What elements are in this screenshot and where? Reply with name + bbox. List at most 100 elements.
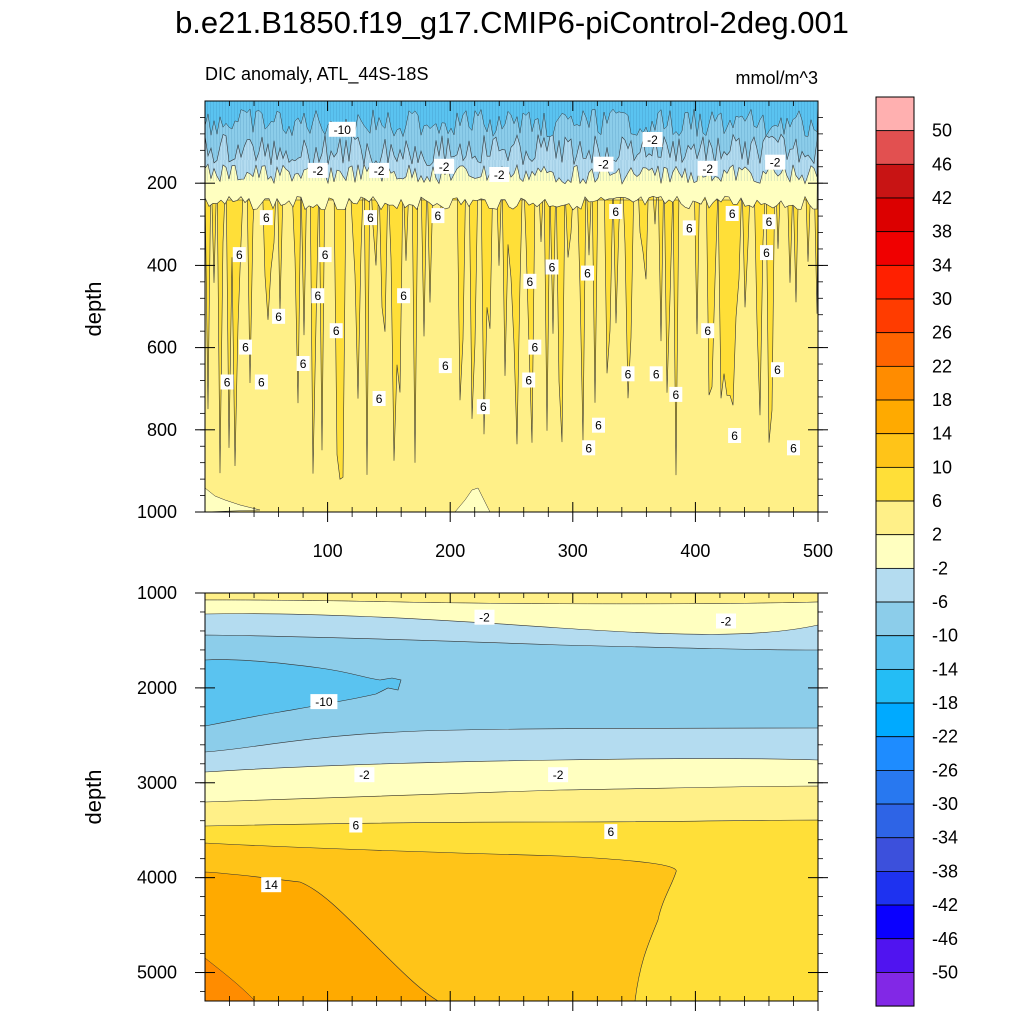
upper-contour-label-text: -2 — [598, 158, 609, 172]
upper-contour-label-bg — [523, 273, 537, 289]
upper-y-axis-label: depth — [81, 281, 106, 336]
colorbar-frame — [875, 96, 915, 1007]
lower-band-neg10-neg6 — [205, 634, 818, 753]
upper-contour-label: 6 — [232, 247, 246, 263]
upper-contour-label-text: -2 — [312, 164, 323, 178]
upper-contour-label: 6 — [762, 214, 776, 230]
upper-contour-label: 6 — [592, 417, 605, 433]
colorbar-swatch — [875, 668, 915, 704]
lower-contour-label: 6 — [349, 817, 363, 833]
upper-contour-label-text: 6 — [763, 246, 770, 260]
upper-contour-label-text: 6 — [731, 429, 738, 443]
upper-contour-label: -2 — [369, 162, 390, 178]
upper-contour-label: -2 — [307, 162, 328, 178]
upper-contour-label-text: 6 — [790, 441, 797, 455]
upper-contour-label-bg — [701, 323, 715, 339]
upper-contour-label-bg — [642, 132, 663, 147]
colorbar-swatch — [875, 197, 915, 233]
upper-contour-label: -2 — [593, 156, 614, 172]
lower-contour-label-bg — [474, 609, 495, 625]
colorbar-swatch — [875, 399, 915, 435]
colorbar-label: -14 — [932, 659, 958, 679]
upper-contour-label: 6 — [438, 358, 452, 374]
lower-contour-label-bg — [604, 824, 618, 840]
colorbar-swatch — [875, 96, 915, 132]
lower-contour-label-bg — [548, 767, 569, 783]
upper-contour-label: 6 — [725, 206, 739, 221]
colorbar-swatch — [875, 163, 915, 199]
upper-axes: 100 200 300 400 500 200 400 600 800 1000 — [137, 101, 833, 561]
colorbar-label: -26 — [932, 760, 958, 780]
upper-contour-label-text: 6 — [527, 275, 534, 289]
upper-contour-label-bg — [669, 386, 683, 402]
upper-contour-label: 6 — [669, 386, 683, 402]
y-tick-label: 2000 — [137, 678, 177, 698]
upper-contour-label-bg — [438, 358, 452, 374]
y-tick-label: 800 — [147, 420, 177, 440]
colorbar-label: 38 — [932, 222, 952, 242]
colorbar-swatch — [875, 500, 915, 536]
upper-contour-label-bg — [369, 162, 390, 178]
upper-contour-label-text: 6 — [435, 209, 442, 223]
upper-contour-label-text: 6 — [367, 211, 374, 225]
colorbar-label: -10 — [932, 626, 958, 646]
upper-contour-label-text: 6 — [686, 221, 693, 235]
upper-contour-label-text: 6 — [236, 248, 243, 262]
lower-contour-label: 6 — [604, 824, 618, 840]
colorbar-swatch — [875, 904, 915, 940]
upper-contour-label-bg — [682, 220, 696, 236]
colorbar-label: 6 — [932, 491, 942, 511]
colorbar-label: 14 — [932, 424, 952, 444]
lower-contour-label: 14 — [261, 877, 282, 893]
colorbar-swatch — [875, 130, 915, 165]
upper-contour-label: 6 — [259, 210, 273, 226]
upper-contour-label-bg — [593, 156, 614, 172]
upper-contour-label: 6 — [649, 366, 663, 382]
y-tick-label: 200 — [147, 173, 177, 193]
colorbar-swatch — [875, 702, 915, 738]
upper-contour-label-bg — [397, 288, 411, 304]
upper-contour-label-text: 6 — [480, 400, 487, 414]
upper-contour-label-bg — [621, 366, 635, 382]
upper-contour-label: 6 — [523, 273, 537, 289]
upper-contour-labels: -10 -2 -2 -2 -2 -2 -2 -2 -2 6 6 6 6 6 6 6 6 6 6 6 6 6 6 6 6 6 6 6 6 6… — [220, 121, 800, 456]
y-tick-label: 3000 — [137, 773, 177, 793]
colorbar-label: 18 — [932, 390, 952, 410]
upper-contour-label-text: -2 — [494, 168, 505, 182]
colorbar-swatch — [875, 601, 915, 637]
colorbar-swatch — [875, 938, 915, 973]
upper-band-6-10 — [205, 159, 818, 480]
upper-contour-label-text: 6 — [595, 419, 602, 433]
upper-contour-label-bg — [592, 417, 605, 433]
upper-contour-label: 6 — [621, 366, 635, 382]
colorbar-swatch — [875, 264, 915, 300]
upper-contour-label-text: 6 — [704, 324, 711, 338]
colorbar-label: 30 — [932, 289, 952, 309]
colorbar-label: -18 — [932, 693, 958, 713]
upper-contour-label-text: 6 — [525, 374, 532, 388]
figure-title: b.e21.B1850.f19_g17.CMIP6-piControl-2deg… — [175, 5, 849, 40]
upper-contour-label: 6 — [701, 323, 715, 339]
colorbar-swatch — [875, 298, 915, 334]
colorbar-swatch — [875, 433, 915, 468]
upper-contour-label-bg — [489, 167, 510, 182]
upper-contour-label-bg — [771, 362, 784, 378]
upper-contour-label-bg — [581, 265, 594, 281]
upper-contour-label-bg — [259, 210, 273, 226]
upper-contour-label-bg — [545, 259, 559, 275]
lower-contour-label-text: 14 — [265, 878, 279, 892]
x-tick-label: 500 — [803, 541, 833, 561]
upper-contour-label: -2 — [765, 154, 786, 170]
upper-contour-label-text: 6 — [300, 357, 307, 371]
upper-contour-label-bg — [787, 440, 800, 456]
upper-contour-label-bg — [311, 288, 325, 304]
upper-contour-label: 6 — [728, 428, 742, 443]
upper-contour-label-text: -2 — [439, 160, 450, 174]
y-tick-label: 1000 — [137, 502, 177, 522]
upper-contour-label-text: 6 — [774, 363, 781, 377]
upper-contour-label: 6 — [581, 265, 594, 281]
lower-contour-label-text: -2 — [479, 611, 490, 625]
upper-contour-label-text: 6 — [584, 267, 591, 281]
upper-contour-label-text: -2 — [770, 156, 781, 170]
y-tick-label: 600 — [147, 338, 177, 358]
